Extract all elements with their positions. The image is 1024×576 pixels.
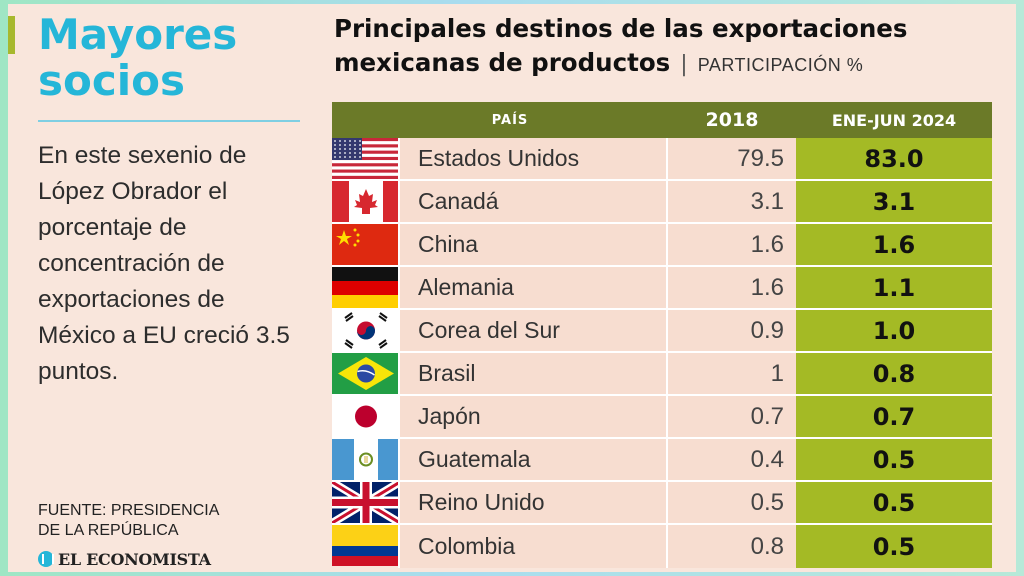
table-row: Canadá 3.1 3.1	[332, 181, 992, 224]
country-name: Alemania	[400, 267, 668, 308]
value-2018: 79.5	[668, 138, 796, 179]
sidebar-title-line1: Mayores	[38, 10, 238, 59]
country-name: Brasil	[400, 353, 668, 394]
header-country: PAÍS	[491, 112, 529, 128]
source-line1: FUENTE: PRESIDENCIA	[38, 502, 220, 519]
header-2018: 2018	[705, 109, 759, 131]
chart-title: Principales destinos de las exportacione…	[334, 12, 1014, 82]
sidebar-title: Mayores socios	[38, 12, 308, 104]
guatemala-flag-icon	[332, 439, 400, 480]
country-name: Guatemala	[400, 439, 668, 480]
country-name: Japón	[400, 396, 668, 437]
table-row: Brasil 1 0.8	[332, 353, 992, 396]
value-2018: 1	[668, 353, 796, 394]
germany-flag-icon	[332, 267, 400, 308]
table-row: Reino Unido 0.5 0.5	[332, 482, 992, 525]
south-korea-flag-icon	[332, 310, 400, 351]
table-row: Japón 0.7 0.7	[332, 396, 992, 439]
canada-flag-icon	[332, 181, 400, 222]
value-2018: 0.4	[668, 439, 796, 480]
unit-label: PARTICIPACIÓN %	[697, 55, 864, 75]
source-line2: DE LA REPÚBLICA	[38, 522, 179, 539]
el-economista-logo: EL ECONOMISTA	[38, 548, 211, 570]
colombia-flag-icon	[332, 525, 400, 568]
header-2024: ENE-JUN 2024	[831, 110, 957, 130]
table-row: Alemania 1.6 1.1	[332, 267, 992, 310]
table-row: Colombia 0.8 0.5	[332, 525, 992, 568]
table-row: China 1.6 1.6	[332, 224, 992, 267]
value-2024: 0.5	[796, 482, 992, 523]
value-2018: 0.7	[668, 396, 796, 437]
table-row: Corea del Sur 0.9 1.0	[332, 310, 992, 353]
chart-title-line1: Principales destinos de las exportacione…	[334, 14, 908, 43]
value-2024: 1.0	[796, 310, 992, 351]
us-flag-icon	[332, 138, 400, 179]
uk-flag-icon	[332, 482, 400, 523]
value-2018: 3.1	[668, 181, 796, 222]
country-name: Corea del Sur	[400, 310, 668, 351]
value-2024: 0.8	[796, 353, 992, 394]
value-2018: 1.6	[668, 267, 796, 308]
title-separator: |	[680, 52, 688, 77]
sidebar-body-text: En este sexenio de López Obrador el porc…	[38, 142, 290, 385]
table-body: Estados Unidos 79.5 83.0 Canadá 3.1 3.1 China 1…	[332, 138, 992, 568]
source-note: FUENTE: PRESIDENCIA DE LA REPÚBLICA	[38, 501, 298, 541]
value-2018: 0.8	[668, 525, 796, 568]
infographic-card: Mayores socios En este sexenio de López …	[8, 4, 1016, 572]
value-2024: 0.5	[796, 439, 992, 480]
value-2024: 0.5	[796, 525, 992, 568]
logo-mark-icon	[38, 551, 54, 567]
brazil-flag-icon	[332, 353, 400, 394]
value-2018: 0.9	[668, 310, 796, 351]
country-name: Canadá	[400, 181, 668, 222]
value-2024: 1.6	[796, 224, 992, 265]
chart-title-line2: mexicanas de productos	[334, 48, 671, 77]
china-flag-icon	[332, 224, 400, 265]
value-2018: 1.6	[668, 224, 796, 265]
table-row: Estados Unidos 79.5 83.0	[332, 138, 992, 181]
table-row: Guatemala 0.4 0.5	[332, 439, 992, 482]
table-header: PAÍS 2018 ENE-JUN 2024	[332, 102, 992, 138]
value-2024: 83.0	[796, 138, 992, 179]
value-2024: 1.1	[796, 267, 992, 308]
value-2018: 0.5	[668, 482, 796, 523]
value-2024: 0.7	[796, 396, 992, 437]
country-name: Reino Unido	[400, 482, 668, 523]
logo-text: EL ECONOMISTA	[58, 549, 211, 569]
country-name: China	[400, 224, 668, 265]
accent-bar	[8, 16, 15, 54]
country-name: Colombia	[400, 525, 668, 568]
title-divider	[38, 120, 300, 122]
value-2024: 3.1	[796, 181, 992, 222]
exports-table: PAÍS 2018 ENE-JUN 2024 Estados Unidos 79.…	[332, 102, 992, 568]
country-name: Estados Unidos	[400, 138, 668, 179]
sidebar-title-line2: socios	[38, 56, 185, 105]
japan-flag-icon	[332, 396, 400, 437]
